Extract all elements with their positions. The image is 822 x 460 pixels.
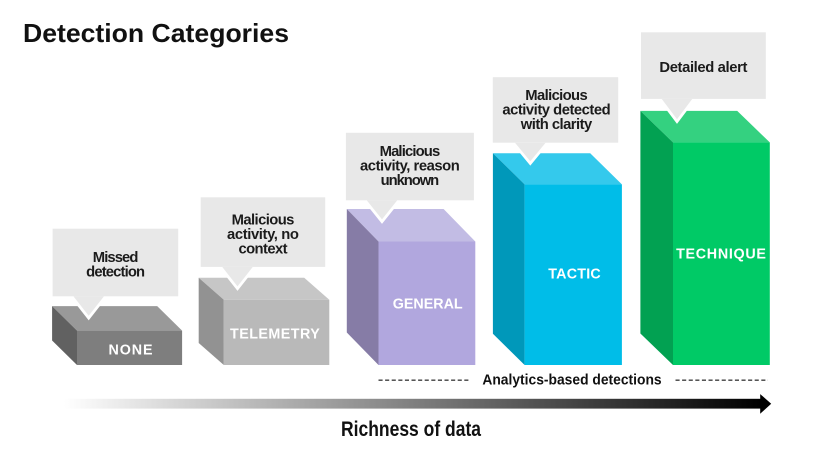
svg-text:context: context — [238, 241, 287, 257]
svg-text:detection: detection — [86, 264, 145, 280]
svg-text:Malicious: Malicious — [380, 144, 441, 160]
svg-text:Richness of data: Richness of data — [341, 418, 481, 441]
svg-text:with clarity: with clarity — [520, 117, 593, 133]
svg-text:GENERAL: GENERAL — [393, 297, 463, 313]
svg-text:activity detected: activity detected — [502, 103, 610, 119]
svg-text:activity, no: activity, no — [227, 227, 299, 243]
svg-text:unknown: unknown — [381, 173, 440, 189]
svg-text:activity, reason: activity, reason — [360, 159, 460, 175]
svg-text:NONE: NONE — [109, 342, 153, 358]
svg-text:TELEMETRY: TELEMETRY — [230, 326, 320, 342]
svg-text:TACTIC: TACTIC — [548, 266, 601, 282]
svg-text:Detection Categories: Detection Categories — [23, 20, 289, 48]
svg-text:Malicious: Malicious — [525, 88, 587, 104]
svg-text:Detailed alert: Detailed alert — [659, 60, 747, 76]
svg-text:TECHNIQUE: TECHNIQUE — [676, 247, 766, 263]
svg-text:Malicious: Malicious — [232, 212, 295, 228]
svg-text:Analytics-based detections: Analytics-based detections — [482, 372, 661, 389]
svg-text:Missed: Missed — [93, 250, 139, 266]
